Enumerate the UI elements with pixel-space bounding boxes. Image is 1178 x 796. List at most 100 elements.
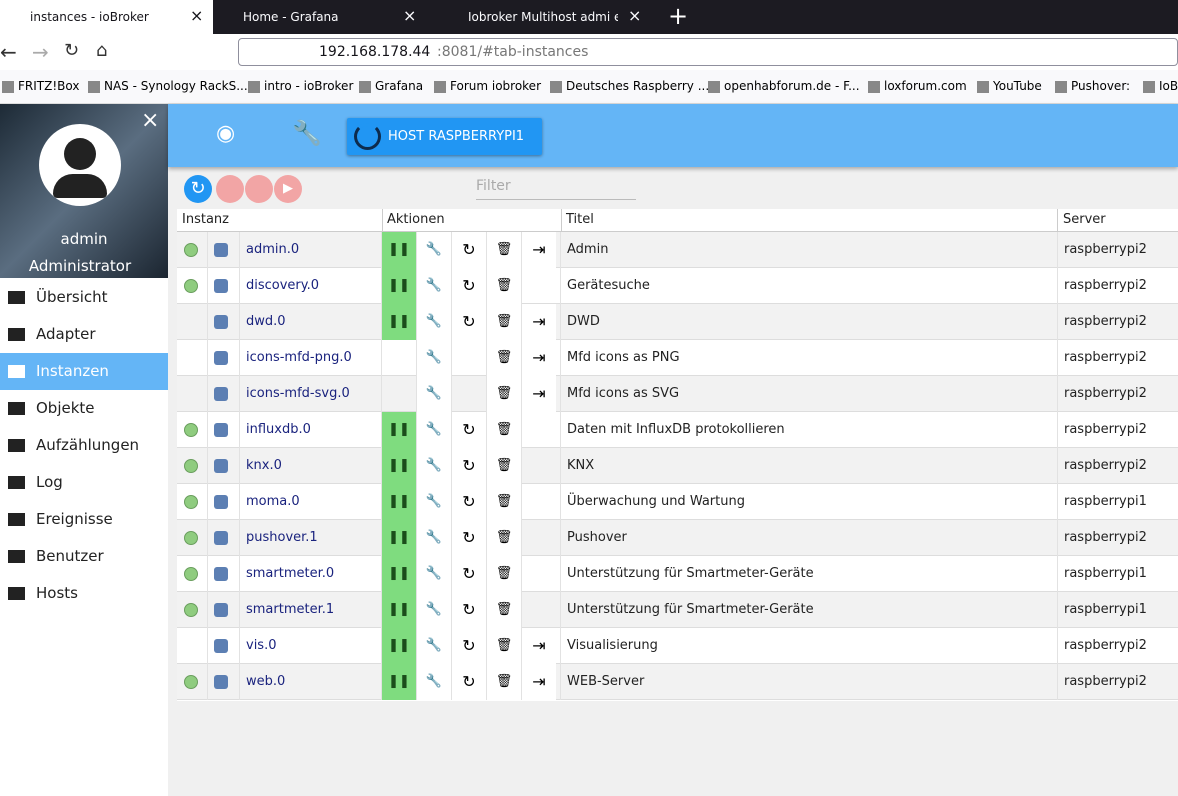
instance-name[interactable]: icons-mfd-png.0	[246, 350, 352, 365]
cpu-button[interactable]	[245, 175, 273, 203]
pause-button[interactable]: ❚❚	[382, 232, 416, 268]
filter-input[interactable]: Filter	[476, 178, 636, 200]
open-button[interactable]: ⇥	[522, 628, 556, 664]
nav-item[interactable]: Objekte	[0, 390, 168, 427]
bookmark[interactable]: Pushover:	[1053, 79, 1131, 93]
browser-tab[interactable]: Home - Grafana ×	[213, 0, 437, 34]
delete-button[interactable]: 🗑	[487, 592, 521, 628]
instance-name[interactable]: web.0	[246, 674, 286, 689]
nav-item[interactable]: Aufzählungen	[0, 427, 168, 464]
settings-button[interactable]: 🔧	[417, 340, 451, 376]
tab-close[interactable]: ×	[403, 6, 417, 25]
settings-button[interactable]: 🔧	[417, 412, 451, 448]
reload-button[interactable]: ↻	[64, 40, 80, 61]
nav-item[interactable]: Adapter	[0, 316, 168, 353]
bookmark[interactable]: loxforum.com	[866, 79, 967, 93]
settings-button[interactable]: 🔧	[417, 448, 451, 484]
nav-item[interactable]: Benutzer	[0, 538, 168, 575]
pause-button[interactable]: ❚❚	[382, 268, 416, 304]
restart-button[interactable]: ↻	[452, 268, 486, 304]
bookmark[interactable]: intro - ioBroker	[246, 79, 354, 93]
tab-close[interactable]: ×	[190, 6, 204, 25]
restart-button[interactable]: ↻	[452, 232, 486, 268]
expert-button[interactable]	[216, 175, 244, 203]
back-button[interactable]: ←	[0, 40, 17, 64]
pause-button[interactable]: ❚❚	[382, 664, 416, 700]
bookmark[interactable]: FRITZ!Box	[0, 79, 80, 93]
bookmark[interactable]: Deutsches Raspberry ...	[548, 79, 710, 93]
start-button[interactable]: ▶	[274, 175, 302, 203]
open-button[interactable]: ⇥	[522, 232, 556, 268]
pause-button[interactable]: ❚❚	[382, 304, 416, 340]
delete-button[interactable]: 🗑	[487, 484, 521, 520]
nav-item[interactable]: Ereignisse	[0, 501, 168, 538]
restart-button[interactable]: ↻	[452, 628, 486, 664]
instance-name[interactable]: smartmeter.1	[246, 602, 335, 617]
instance-name[interactable]: moma.0	[246, 494, 300, 509]
restart-button[interactable]: ↻	[452, 520, 486, 556]
delete-button[interactable]: 🗑	[487, 376, 521, 412]
close-button[interactable]: ×	[141, 108, 160, 133]
pause-button[interactable]: ❚❚	[382, 448, 416, 484]
pause-button[interactable]: ❚❚	[382, 556, 416, 592]
delete-button[interactable]: 🗑	[487, 448, 521, 484]
delete-button[interactable]: 🗑	[487, 232, 521, 268]
url-box[interactable]: 192.168.178.44 :8081/#tab-instances	[238, 38, 1178, 66]
open-button[interactable]: ⇥	[522, 304, 556, 340]
bookmark[interactable]: YouTube	[975, 79, 1042, 93]
instance-name[interactable]: admin.0	[246, 242, 300, 257]
settings-button[interactable]: 🔧	[417, 484, 451, 520]
nav-item[interactable]: Übersicht	[0, 279, 168, 316]
instance-name[interactable]: dwd.0	[246, 314, 286, 329]
settings-button[interactable]: 🔧	[417, 664, 451, 700]
open-button[interactable]: ⇥	[522, 664, 556, 700]
bookmark[interactable]: openhabforum.de - F...	[706, 79, 860, 93]
settings-button[interactable]: 🔧	[417, 268, 451, 304]
open-button[interactable]: ⇥	[522, 340, 556, 376]
delete-button[interactable]: 🗑	[487, 340, 521, 376]
instance-name[interactable]: discovery.0	[246, 278, 320, 293]
instance-name[interactable]: icons-mfd-svg.0	[246, 386, 350, 401]
settings-button[interactable]: 🔧	[417, 556, 451, 592]
settings-button[interactable]: 🔧	[417, 232, 451, 268]
instance-name[interactable]: smartmeter.0	[246, 566, 335, 581]
restart-button[interactable]: ↻	[452, 664, 486, 700]
nav-item[interactable]: Instanzen	[0, 353, 168, 390]
instance-name[interactable]: knx.0	[246, 458, 282, 473]
restart-button[interactable]: ↻	[452, 592, 486, 628]
settings-button[interactable]: 🔧	[417, 304, 451, 340]
restart-button[interactable]: ↻	[452, 304, 486, 340]
bookmark[interactable]: IoB	[1141, 79, 1178, 93]
view-button[interactable]: ◉	[216, 121, 236, 146]
settings-button[interactable]: 🔧	[417, 520, 451, 556]
settings-button[interactable]: 🔧	[417, 628, 451, 664]
delete-button[interactable]: 🗑	[487, 556, 521, 592]
pause-button[interactable]: ❚❚	[382, 628, 416, 664]
browser-tab[interactable]: instances - ioBroker ×	[0, 0, 213, 34]
instance-name[interactable]: influxdb.0	[246, 422, 311, 437]
restart-button[interactable]: ↻	[452, 556, 486, 592]
settings-button[interactable]: 🔧	[417, 592, 451, 628]
delete-button[interactable]: 🗑	[487, 304, 521, 340]
open-button[interactable]: ⇥	[522, 376, 556, 412]
pause-button[interactable]: ❚❚	[382, 592, 416, 628]
host-button[interactable]: HOST RASPBERRYPI1	[347, 118, 542, 155]
tab-close[interactable]: ×	[628, 6, 642, 25]
new-tab-button[interactable]: +	[668, 2, 689, 30]
bookmark[interactable]: NAS - Synology RackS...	[86, 79, 248, 93]
settings-button[interactable]: 🔧	[292, 119, 322, 147]
delete-button[interactable]: 🗑	[487, 664, 521, 700]
bookmark[interactable]: Forum iobroker	[432, 79, 542, 93]
settings-button[interactable]: 🔧	[417, 376, 451, 412]
delete-button[interactable]: 🗑	[487, 628, 521, 664]
restart-button[interactable]: ↻	[452, 484, 486, 520]
delete-button[interactable]: 🗑	[487, 412, 521, 448]
pause-button[interactable]: ❚❚	[382, 484, 416, 520]
delete-button[interactable]: 🗑	[487, 268, 521, 304]
instance-name[interactable]: vis.0	[246, 638, 277, 653]
nav-item[interactable]: Hosts	[0, 575, 168, 612]
nav-item[interactable]: Log	[0, 464, 168, 501]
refresh-button[interactable]: ↻	[184, 175, 212, 203]
delete-button[interactable]: 🗑	[487, 520, 521, 556]
pause-button[interactable]: ❚❚	[382, 412, 416, 448]
